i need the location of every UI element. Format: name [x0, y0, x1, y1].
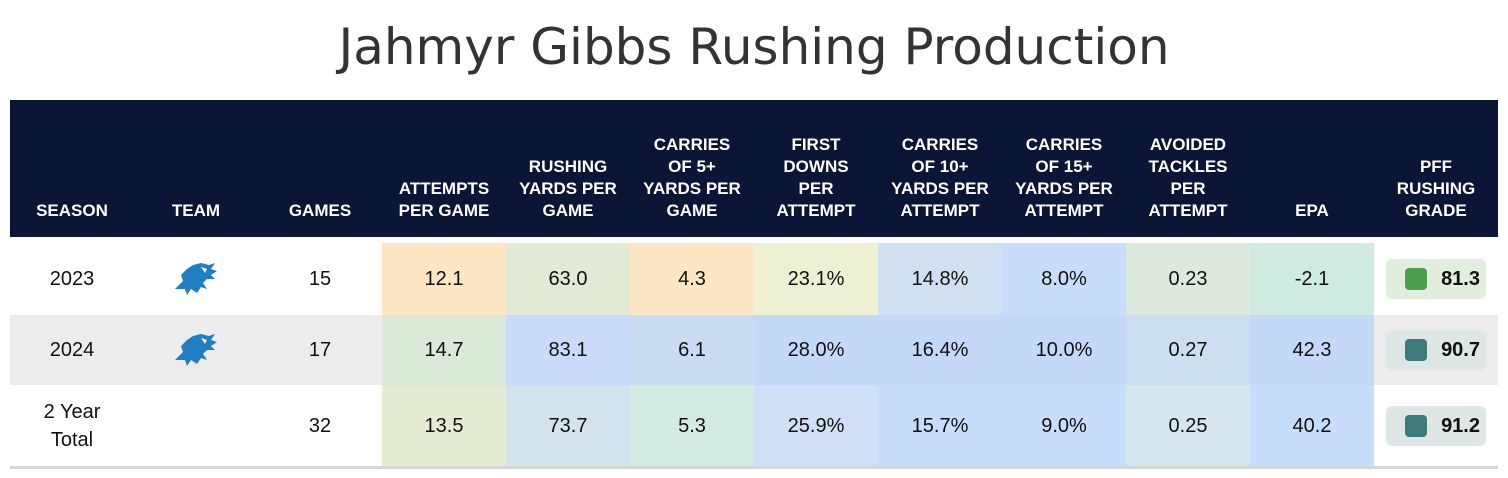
stats-table: SEASON TEAM GAMES ATTEMPTS PER GAME RUSH… [10, 100, 1498, 467]
games-cell: 32 [308, 414, 332, 437]
page-title: Jahmyr Gibbs Rushing Production [338, 18, 1170, 76]
header-games: GAMES [288, 201, 352, 220]
grade-color-swatch [1405, 415, 1428, 437]
header-carries-10-per-attempt: CARRIES OF 10+ YARDS PER ATTEMPT [891, 135, 989, 220]
apg-cell: 14.7 [382, 315, 506, 385]
games-cell: 17 [308, 338, 332, 361]
header-carries-5-per-game: CARRIES OF 5+ YARDS PER GAME [643, 135, 741, 220]
apg-cell: 13.5 [382, 385, 506, 467]
fdpa-cell: 28.0% [754, 315, 878, 385]
season-cell: 2024 [49, 338, 95, 361]
grade-color-swatch [1405, 339, 1428, 361]
c5pg-cell: 6.1 [630, 315, 754, 385]
table-bottom-rule [10, 466, 1498, 469]
table-row: 2024 17 14.7 83.1 6.1 28.0% 16.4% 10.0% 0.27 42.3… [10, 315, 1498, 385]
c15pa-cell: 8.0% [1002, 243, 1126, 315]
table-row: 2 Year Total 32 13.5 73.7 5.3 25.9% 15.7% 9.0% 0… [10, 385, 1498, 467]
header-pff-rushing-grade: PFF RUSHING GRADE [1396, 157, 1476, 220]
fdpa-cell: 23.1% [754, 243, 878, 315]
epa-cell: 42.3 [1250, 315, 1374, 385]
lions-logo-icon [171, 330, 221, 370]
grade-cell: 91.2 [1374, 385, 1498, 467]
grade-cell: 81.3 [1374, 243, 1498, 315]
header-team: TEAM [171, 201, 221, 220]
rypg-cell: 63.0 [506, 243, 630, 315]
header-avoided-tackles-per-attempt: AVOIDED TACKLES PER ATTEMPT [1148, 135, 1228, 220]
grade-badge: 81.3 [1386, 259, 1486, 299]
grade-value: 81.3 [1441, 267, 1480, 290]
header-attempts-per-game: ATTEMPTS PER GAME [398, 179, 490, 220]
table-header: SEASON TEAM GAMES ATTEMPTS PER GAME RUSH… [10, 100, 1498, 237]
c15pa-cell: 10.0% [1002, 315, 1126, 385]
season-cell: 2023 [49, 267, 95, 290]
grade-color-swatch [1405, 268, 1428, 290]
games-cell: 15 [308, 267, 332, 290]
team-cell [134, 385, 258, 467]
grade-value: 91.2 [1441, 414, 1480, 437]
season-cell: 2 Year Total [43, 401, 101, 451]
grade-badge: 91.2 [1386, 406, 1486, 446]
grade-badge: 90.7 [1386, 330, 1486, 370]
c5pg-cell: 4.3 [630, 243, 754, 315]
grade-value: 90.7 [1441, 338, 1480, 361]
c5pg-cell: 5.3 [630, 385, 754, 467]
header-rushing-yards-per-game: RUSHING YARDS PER GAME [519, 157, 617, 220]
apg-cell: 12.1 [382, 243, 506, 315]
fdpa-cell: 25.9% [754, 385, 878, 467]
lions-logo-icon [171, 259, 221, 299]
team-cell [134, 315, 258, 385]
c10pa-cell: 16.4% [878, 315, 1002, 385]
grade-cell: 90.7 [1374, 315, 1498, 385]
table-row: 2023 15 12.1 63.0 4.3 23.1% 14.8% 8.0% 0.23 -2.1 8… [10, 243, 1498, 315]
header-season: SEASON [36, 201, 108, 220]
atpa-cell: 0.25 [1126, 385, 1250, 467]
rypg-cell: 73.7 [506, 385, 630, 467]
epa-cell: -2.1 [1250, 243, 1374, 315]
header-epa: EPA [1295, 201, 1329, 220]
atpa-cell: 0.23 [1126, 243, 1250, 315]
c15pa-cell: 9.0% [1002, 385, 1126, 467]
header-first-downs-per-attempt: FIRST DOWNS PER ATTEMPT [776, 135, 856, 220]
c10pa-cell: 15.7% [878, 385, 1002, 467]
team-cell [134, 243, 258, 315]
epa-cell: 40.2 [1250, 385, 1374, 467]
atpa-cell: 0.27 [1126, 315, 1250, 385]
rypg-cell: 83.1 [506, 315, 630, 385]
header-carries-15-per-attempt: CARRIES OF 15+ YARDS PER ATTEMPT [1015, 135, 1113, 220]
c10pa-cell: 14.8% [878, 243, 1002, 315]
